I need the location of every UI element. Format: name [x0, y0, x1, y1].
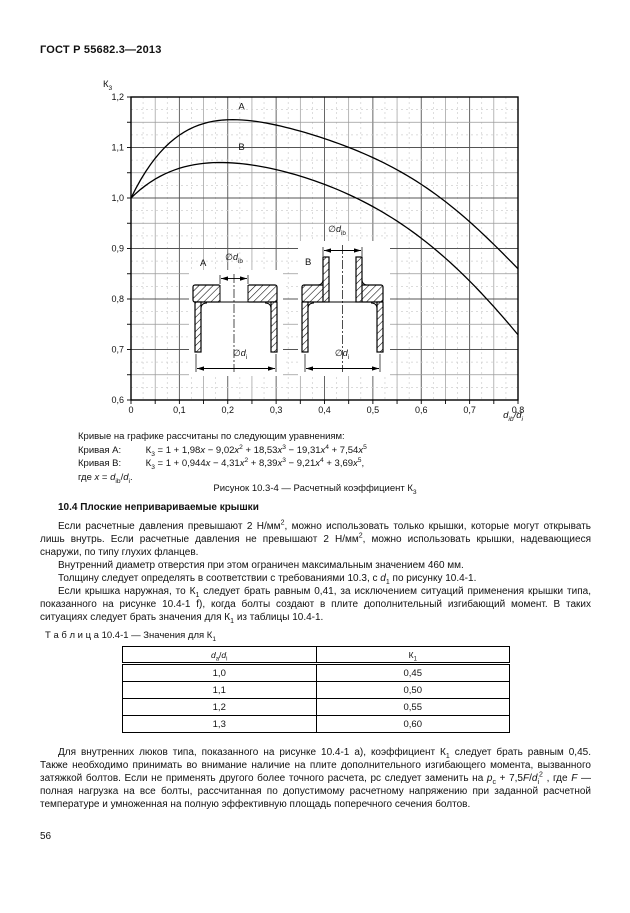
- x-tick-label: 0,2: [221, 405, 234, 415]
- table-row: 1,3 0,60: [122, 715, 510, 733]
- section-heading: 10.4 Плоские непривариваемые крышки: [58, 502, 259, 513]
- column-header-k1: К1: [315, 646, 510, 665]
- x-tick-label: 0,4: [318, 405, 331, 415]
- table-row: 1,1 0,50: [122, 681, 510, 699]
- y-tick-label: 0,6: [111, 395, 124, 405]
- inset-a-top-dimension: ∅dib: [225, 252, 243, 265]
- equations-intro: Кривые на графике рассчитаны по следующи…: [78, 431, 345, 442]
- inset-b-label: B: [305, 257, 312, 268]
- page-header: ГОСТ Р 55682.3—2013: [40, 44, 162, 56]
- paragraph: Если расчетные давления превышают 2 Н/мм…: [40, 519, 592, 558]
- curve-b-eq-label: Кривая B:: [78, 458, 122, 469]
- inset-a-bottom-dimension: ∅di: [232, 348, 248, 361]
- y-tick-label: 1,0: [111, 193, 124, 203]
- cell-ratio: 1,1: [122, 681, 317, 699]
- table-caption: Т а б л и ц а 10.4-1 — Значения для К1: [45, 630, 217, 643]
- k3-chart-svg: 0 0,1 0,2 0,3 0,4 0,5 0,6 0,7 0,8 1,2 1,1 1,0 0,9 0,8…: [111, 92, 524, 415]
- y-tick-label: 0,7: [111, 345, 124, 355]
- cell-ratio: 1,2: [122, 698, 317, 716]
- inset-a-label: A: [200, 258, 207, 269]
- x-tick-label: 0: [128, 405, 133, 415]
- curve-b-equation: К3 = 1 + 0,944x − 4,31x2 + 8,39x3 − 9,21…: [145, 456, 365, 471]
- chart-curves: AB: [130, 102, 519, 336]
- cell-ratio: 1,3: [122, 715, 317, 733]
- figure-equations: Кривые на графике рассчитаны по следующи…: [78, 430, 548, 484]
- page-number: 56: [40, 831, 52, 842]
- paragraph: Если крышка наружная, то К1 следует брат…: [40, 586, 591, 625]
- table-row: 1,2 0,55: [122, 698, 510, 716]
- y-tick-label: 0,9: [111, 244, 124, 254]
- x-tick-label: 0,1: [173, 405, 186, 415]
- y-axis-title: К3: [103, 79, 113, 92]
- curve-a-eq-label: Кривая A:: [78, 444, 122, 456]
- cell-ratio: 1,0: [122, 663, 317, 682]
- inset-b-top-dimension: ∅dib: [328, 224, 346, 237]
- y-tick-label: 0,8: [111, 294, 124, 304]
- curve-label-a: A: [238, 102, 245, 113]
- inset-b-bottom-dimension: ∅di: [334, 348, 350, 361]
- x-tick-label: 0,7: [463, 405, 476, 415]
- x-tick-label: 0,6: [415, 405, 428, 415]
- table-10-4-1: da/di К1 1,0 0,45 1,1 0,50 1,2 0,55 1,3 …: [122, 646, 510, 733]
- y-tick-label: 1,2: [111, 92, 124, 102]
- equation-where: где x = dib/di.: [78, 471, 133, 485]
- curve-b: [130, 161, 519, 336]
- cell-k1: 0,55: [315, 698, 510, 716]
- table-header-row: da/di К1: [122, 646, 510, 665]
- curve-a-equation: К3 = 1 + 1,98x − 9,02x2 + 18,53x3 − 19,3…: [145, 443, 367, 458]
- table-row: 1,0 0,45: [122, 663, 510, 682]
- curve-a: [130, 118, 519, 270]
- cell-k1: 0,60: [315, 715, 510, 733]
- figure-caption: Рисунок 10.3-4 — Расчетный коэффициент К…: [213, 483, 417, 496]
- y-tick-label: 1,1: [111, 143, 124, 153]
- cell-k1: 0,50: [315, 681, 510, 699]
- cell-k1: 0,45: [315, 663, 510, 682]
- x-tick-label: 0,5: [367, 405, 380, 415]
- x-tick-label: 0,3: [270, 405, 283, 415]
- chart-axes: 0 0,1 0,2 0,3 0,4 0,5 0,6 0,7 0,8 1,2 1,1 1,0 0,9 0,8…: [111, 92, 524, 415]
- closing-paragraph: Для внутренних люков типа, показанного н…: [40, 747, 591, 810]
- section-body: Если расчетные давления превышают 2 Н/мм…: [40, 519, 592, 625]
- paragraph: Внутренний диаметр отверстия при этом ог…: [58, 560, 464, 571]
- curve-label-b: B: [238, 142, 244, 153]
- x-tick-label: 0,8: [512, 405, 525, 415]
- column-header-ratio: da/di: [122, 646, 317, 665]
- cover-drawing-b: [298, 241, 390, 376]
- x-axis-title: dib/di: [503, 410, 523, 423]
- cover-drawing-a: [189, 270, 283, 376]
- paragraph: Толщину следует определять в соответстви…: [58, 573, 477, 586]
